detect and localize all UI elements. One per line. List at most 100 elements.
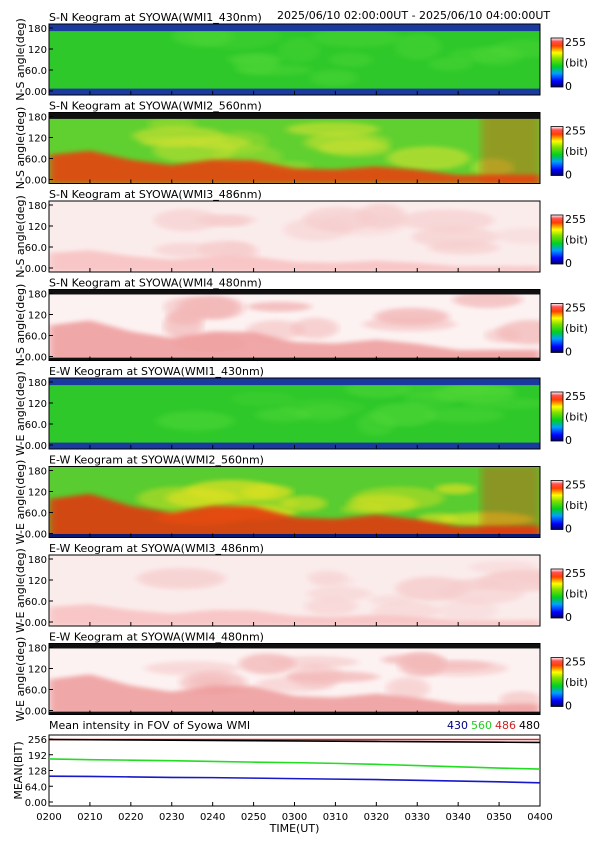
keogram-title: S-N Keogram at SYOWA(WMI4_480nm) bbox=[49, 277, 262, 290]
y-tick-label: 0.00 bbox=[25, 530, 47, 541]
keogram-title: S-N Keogram at SYOWA(WMI2_560nm) bbox=[49, 100, 262, 113]
series-line-560 bbox=[48, 758, 541, 770]
colorbar-min: 0 bbox=[565, 169, 572, 182]
y-tick-label: 64.0 bbox=[25, 782, 47, 793]
y-tick-label: 60.0 bbox=[25, 243, 47, 254]
colorbar bbox=[550, 391, 564, 442]
y-axis-label: MEAN(BIT) bbox=[12, 741, 25, 799]
colorbar bbox=[550, 214, 564, 265]
legend-label: 560 bbox=[471, 719, 492, 732]
keogram-image bbox=[49, 201, 540, 272]
colorbar-unit: (bit) bbox=[565, 676, 588, 689]
y-tick-label: 120 bbox=[28, 45, 47, 56]
y-tick-label: 120 bbox=[28, 665, 47, 676]
y-tick-label: 120 bbox=[28, 134, 47, 145]
legend-label: 480 bbox=[519, 719, 540, 732]
y-axis-label: W-E angle(deg) bbox=[14, 548, 27, 633]
y-axis-label: N-S angle(deg) bbox=[14, 284, 27, 367]
colorbar-unit: (bit) bbox=[565, 411, 588, 424]
y-tick-label: 0.00 bbox=[25, 618, 47, 629]
x-tick-label: 0210 bbox=[77, 812, 102, 823]
keogram-panel: E-W Keogram at SYOWA(WMI4_480nm)180 120 60… bbox=[14, 631, 588, 722]
colorbar-unit: (bit) bbox=[565, 234, 588, 247]
colorbar-min: 0 bbox=[565, 611, 572, 624]
y-tick-label: 120 bbox=[28, 488, 47, 499]
series-line-480 bbox=[48, 738, 541, 744]
keogram-title: E-W Keogram at SYOWA(WMI2_560nm) bbox=[49, 454, 264, 467]
y-tick-label: 128 bbox=[28, 767, 47, 778]
colorbar-unit: (bit) bbox=[565, 588, 588, 601]
colorbar bbox=[550, 657, 564, 707]
keogram-title: E-W Keogram at SYOWA(WMI1_430nm) bbox=[49, 365, 264, 378]
y-tick-label: 0.00 bbox=[25, 264, 47, 275]
y-tick-label: 180 bbox=[28, 467, 47, 478]
y-tick-label: 180 bbox=[28, 644, 47, 655]
y-axis-label: N-S angle(deg) bbox=[14, 107, 27, 190]
y-tick-label: 180 bbox=[28, 290, 47, 301]
y-tick-label: 180 bbox=[28, 201, 47, 212]
colorbar bbox=[550, 303, 564, 353]
y-tick-label: 60.0 bbox=[25, 155, 47, 166]
keogram-image bbox=[49, 289, 540, 361]
colorbar-unit: (bit) bbox=[565, 57, 588, 70]
y-tick-label: 180 bbox=[28, 555, 47, 566]
y-tick-label: 0.00 bbox=[25, 798, 47, 809]
y-tick-label: 256 bbox=[28, 735, 47, 746]
x-tick-label: 0220 bbox=[118, 812, 143, 823]
keogram-image bbox=[49, 112, 540, 184]
keogram-title: E-W Keogram at SYOWA(WMI4_480nm) bbox=[49, 631, 264, 644]
colorbar bbox=[550, 568, 564, 619]
keogram-panel: E-W Keogram at SYOWA(WMI1_430nm)180 120 60… bbox=[14, 365, 588, 456]
y-tick-label: 60.0 bbox=[25, 332, 47, 343]
keogram-panel: E-W Keogram at SYOWA(WMI2_560nm)180 120 60… bbox=[14, 454, 588, 545]
colorbar-max: 255 bbox=[565, 567, 586, 580]
time-range: 2025/06/10 02:00:00UT - 2025/06/10 04:00… bbox=[277, 9, 550, 22]
y-axis-label: W-E angle(deg) bbox=[14, 460, 27, 545]
y-tick-label: 120 bbox=[28, 399, 47, 410]
colorbar-min: 0 bbox=[565, 257, 572, 270]
keogram-panel: S-N Keogram at SYOWA(WMI2_560nm)180 120 60… bbox=[14, 100, 588, 190]
colorbar-max: 255 bbox=[565, 302, 586, 315]
keogram-panels: S-N Keogram at SYOWA(WMI1_430nm)18012060… bbox=[14, 11, 588, 721]
colorbar-min: 0 bbox=[565, 523, 572, 536]
keogram-image bbox=[49, 24, 540, 95]
y-tick-label: 120 bbox=[28, 311, 47, 322]
x-tick-label: 0340 bbox=[445, 812, 470, 823]
y-tick-label: 0.00 bbox=[25, 441, 47, 452]
series-line-430 bbox=[48, 775, 541, 784]
y-tick-label: 60.0 bbox=[25, 66, 47, 77]
keogram-panel: S-N Keogram at SYOWA(WMI4_480nm)180 120 60… bbox=[14, 277, 588, 367]
y-tick-label: 60.0 bbox=[25, 509, 47, 520]
y-tick-label: 0.00 bbox=[25, 87, 47, 98]
x-tick-label: 0350 bbox=[486, 812, 511, 823]
keogram-image bbox=[49, 555, 540, 626]
x-tick-label: 0310 bbox=[323, 812, 348, 823]
x-tick-label: 0200 bbox=[36, 812, 61, 823]
keogram-image bbox=[49, 378, 540, 449]
y-tick-label: 0.00 bbox=[25, 176, 47, 187]
x-tick-label: 0250 bbox=[241, 812, 266, 823]
y-tick-label: 120 bbox=[28, 222, 47, 233]
colorbar-max: 255 bbox=[565, 213, 586, 226]
keogram-panel: S-N Keogram at SYOWA(WMI1_430nm)180 120 60… bbox=[14, 11, 588, 101]
y-tick-label: 60.0 bbox=[25, 597, 47, 608]
y-tick-label: 60.0 bbox=[25, 420, 47, 431]
y-tick-label: 180 bbox=[28, 24, 47, 35]
mean-title: Mean intensity in FOV of Syowa WMI bbox=[49, 719, 250, 732]
y-tick-label: 0.00 bbox=[25, 707, 47, 718]
colorbar bbox=[550, 480, 564, 530]
colorbar-unit: (bit) bbox=[565, 145, 588, 158]
x-tick-label: 0300 bbox=[282, 812, 307, 823]
colorbar-max: 255 bbox=[565, 479, 586, 492]
y-tick-label: 60.0 bbox=[25, 686, 47, 697]
keogram-panel: S-N Keogram at SYOWA(WMI3_486nm)180 120 60… bbox=[14, 188, 588, 278]
y-axis-label: W-E angle(deg) bbox=[14, 637, 27, 722]
mean-frame bbox=[48, 734, 541, 807]
y-axis-label: N-S angle(deg) bbox=[14, 195, 27, 278]
y-axis-label: N-S angle(deg) bbox=[14, 18, 27, 101]
y-axis-label: W-E angle(deg) bbox=[14, 371, 27, 456]
colorbar-max: 255 bbox=[565, 125, 586, 138]
legend-label: 430 bbox=[447, 719, 468, 732]
mean-intensity-panel: Mean intensity in FOV of Syowa WMI 480486… bbox=[12, 719, 553, 835]
